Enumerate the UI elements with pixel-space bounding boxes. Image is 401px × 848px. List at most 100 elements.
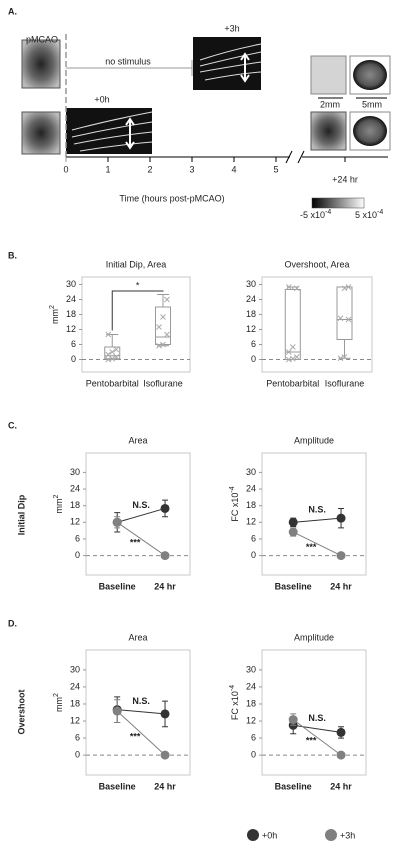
y-tick-label: 0 xyxy=(251,550,256,560)
x-tick-label: Baseline xyxy=(275,581,312,591)
y-axis-title-base: FC x10 xyxy=(230,691,240,720)
y-tick-label: 6 xyxy=(75,533,80,543)
series-line xyxy=(116,710,166,756)
time-label: +0h xyxy=(94,94,109,104)
box xyxy=(284,289,301,360)
point xyxy=(160,341,166,348)
series-line xyxy=(117,709,166,715)
scale-label: 5mm xyxy=(362,99,382,109)
x-tick-label: Pentobarbital xyxy=(86,378,139,388)
x-axis-title: Time (hours post-pMCAO) xyxy=(119,193,224,203)
point xyxy=(337,355,344,362)
point xyxy=(288,517,298,527)
point xyxy=(105,351,112,358)
chart-title: Area xyxy=(128,632,147,642)
colorbar-label-sup: -4 xyxy=(377,209,383,216)
plot-frame xyxy=(261,649,367,776)
y-tick-label: 18 xyxy=(246,698,256,708)
colorbar-label: 5 x10-4 xyxy=(355,209,383,221)
point xyxy=(293,285,300,292)
x-tick-label: 5 xyxy=(273,164,278,174)
panel-label: A. xyxy=(8,6,17,16)
point xyxy=(345,316,352,323)
scale-label: 2mm xyxy=(320,99,340,109)
y-tick-label: 30 xyxy=(66,279,76,289)
x-tick-label: 2 xyxy=(147,164,152,174)
y-tick-label: 24 xyxy=(246,483,256,493)
colorbar-label-base: 5 x10 xyxy=(355,210,377,220)
y-axis-title-base: mm xyxy=(54,498,64,513)
legend-label: +0h xyxy=(262,830,277,840)
y-tick-label: 0 xyxy=(75,749,80,759)
x-tick-label: Baseline xyxy=(99,781,136,791)
point xyxy=(337,315,344,322)
x-tick-label: Baseline xyxy=(99,581,136,591)
x-tick-label: Pentobarbital xyxy=(266,378,319,388)
image-lines xyxy=(71,111,153,152)
point xyxy=(285,284,292,290)
panel-a-images xyxy=(21,37,391,209)
annotation: *** xyxy=(306,542,317,552)
y-axis-title-sup: 2 xyxy=(49,305,56,309)
point xyxy=(160,750,170,760)
point xyxy=(289,355,296,362)
point xyxy=(164,331,170,338)
image-arrow xyxy=(240,52,250,83)
point xyxy=(113,354,120,360)
point xyxy=(164,296,170,303)
y-tick-label: 12 xyxy=(246,715,256,725)
y-tick-label: 6 xyxy=(251,339,256,349)
x-tick-label: 24 hr xyxy=(154,581,176,591)
point xyxy=(112,517,122,527)
x-tick-label: Baseline xyxy=(275,781,312,791)
box xyxy=(336,286,353,340)
point xyxy=(160,314,166,320)
y-tick-label: 18 xyxy=(66,309,76,319)
colorbar-label: -5 x10-4 xyxy=(300,209,331,221)
colorbar-label-base: -5 x10 xyxy=(300,210,325,220)
y-axis-title-base: mm xyxy=(54,697,64,712)
annotation: *** xyxy=(306,736,317,746)
x-tick-label: 1 xyxy=(105,164,110,174)
y-tick-label: 12 xyxy=(246,324,256,334)
annotation: N.S. xyxy=(308,505,326,515)
chart-title: Amplitude xyxy=(294,435,334,445)
y-tick-label: 6 xyxy=(71,339,76,349)
series-line xyxy=(292,531,342,557)
row-label: Overshoot xyxy=(16,689,26,734)
plot-frame xyxy=(85,649,191,776)
y-tick-label: 18 xyxy=(246,500,256,510)
series-line xyxy=(116,521,166,557)
point xyxy=(336,551,346,561)
panel-label: D. xyxy=(8,618,17,628)
annotation: no stimulus xyxy=(105,56,151,66)
image-arrow xyxy=(125,117,135,150)
x-tick-label: 4 xyxy=(231,164,236,174)
colorbar xyxy=(311,197,365,209)
point xyxy=(109,349,116,355)
image xyxy=(21,111,61,155)
y-tick-label: 18 xyxy=(246,309,256,319)
legend-label: +3h xyxy=(340,830,355,840)
y-tick-label: 12 xyxy=(70,517,80,527)
y-tick-label: 12 xyxy=(66,324,76,334)
y-tick-label: 18 xyxy=(70,698,80,708)
image xyxy=(21,39,61,89)
x-tick-label: Isoflurane xyxy=(325,378,365,388)
y-axis-title: mm2 xyxy=(53,494,65,513)
y-tick-label: 24 xyxy=(246,294,256,304)
point xyxy=(156,324,162,330)
point xyxy=(160,709,170,719)
point xyxy=(293,354,300,360)
y-axis-title: mm2 xyxy=(53,693,65,712)
chart-title: Amplitude xyxy=(294,632,334,642)
image-brain xyxy=(353,60,387,90)
image-brain xyxy=(353,116,387,146)
chart-title: Initial Dip, Area xyxy=(106,259,167,269)
y-tick-label: 24 xyxy=(70,483,80,493)
plot-frame xyxy=(81,276,191,373)
point xyxy=(112,706,122,716)
point xyxy=(336,727,346,737)
y-tick-label: 30 xyxy=(70,467,80,477)
